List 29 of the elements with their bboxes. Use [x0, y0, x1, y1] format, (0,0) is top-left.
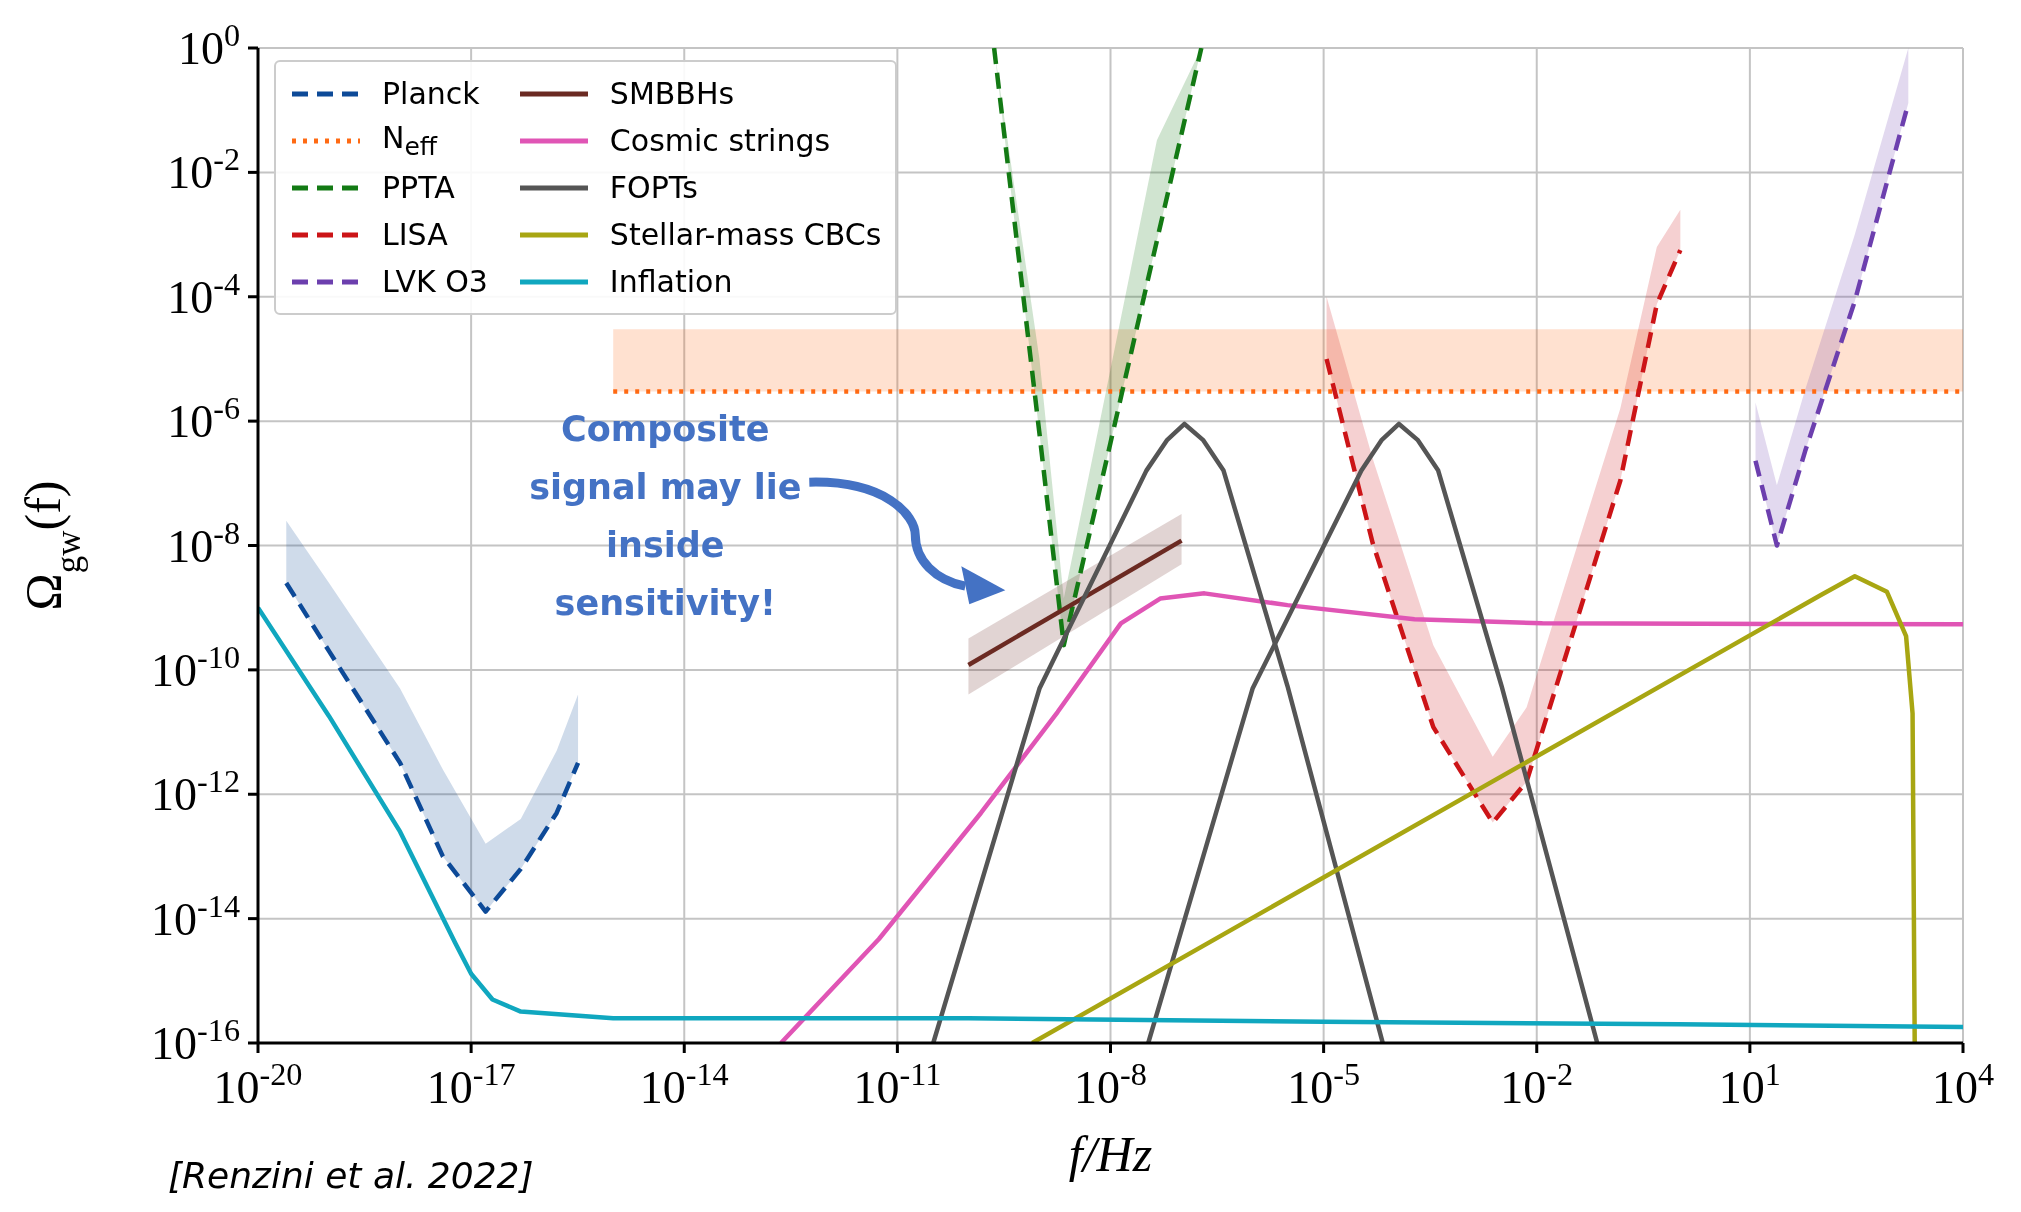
legend-label: LVK O3 — [382, 264, 488, 299]
legend-label: SMBBHs — [609, 76, 735, 111]
legend-label: Stellar-mass CBCs — [609, 217, 882, 252]
x-tick-label: 10$^{4}$ — [1931, 1056, 1995, 1113]
x-tick-label: 10$^{-5}$ — [1287, 1056, 1361, 1113]
legend-label: N$_{eff}$ — [382, 120, 438, 161]
annotation: Composite signal may lie inside sensitivity! — [528, 408, 803, 626]
legend-label: Inflation — [609, 264, 733, 299]
y-tick-label: 10$^{-4}$ — [167, 265, 240, 323]
text: [Renzini et al. 2022] — [168, 1155, 534, 1196]
legend-label: Planck — [382, 76, 480, 111]
y-tick-label: 10$^{-12}$ — [151, 763, 240, 821]
y-tick-label: 10$^{-10}$ — [151, 638, 240, 696]
x-tick-label: 10$^{-11}$ — [853, 1056, 942, 1113]
legend-label: LISA — [382, 217, 448, 252]
x-tick-label: 10$^{1}$ — [1718, 1056, 1781, 1113]
x-axis-title: f/Hz — [1068, 1126, 1153, 1182]
x-tick-label: 10$^{-17}$ — [426, 1056, 516, 1113]
y-tick-label: 10$^{-2}$ — [167, 141, 240, 199]
y-tick-label: 10$^{0}$ — [177, 17, 240, 74]
x-tick-label: 10$^{-8}$ — [1074, 1056, 1147, 1113]
legend-label: FOPTs — [609, 170, 698, 205]
x-tick-label: 10$^{-2}$ — [1500, 1056, 1574, 1113]
y-tick-label: 10$^{-8}$ — [167, 514, 240, 572]
y-tick-label: 10$^{-14}$ — [151, 887, 240, 945]
legend-label: PPTA — [382, 170, 455, 205]
legend-label: Cosmic strings — [609, 123, 831, 158]
x-tick-label: 10$^{-14}$ — [639, 1056, 729, 1113]
y-tick-label: 10$^{-6}$ — [167, 390, 240, 448]
